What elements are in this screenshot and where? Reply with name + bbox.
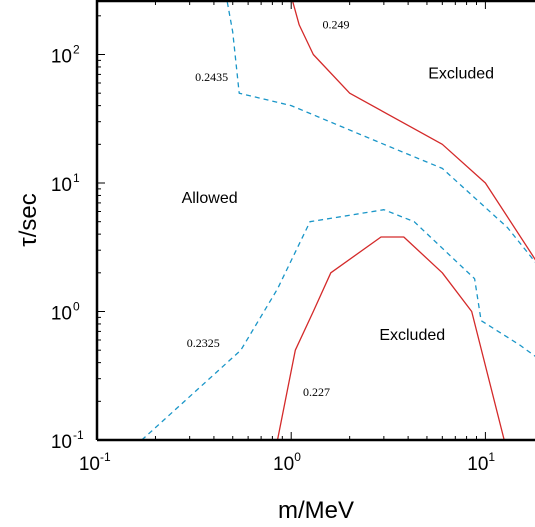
x-tick-label: 10 -1: [79, 450, 111, 475]
y-tick-label-base: 10: [51, 175, 72, 196]
y-tick-label: 10 -1: [51, 428, 84, 453]
y-tick-label-base: 10: [51, 432, 72, 453]
y-tick-label-exponent: 1: [73, 171, 80, 185]
y-tick-label: 10 2: [51, 43, 80, 68]
contour-value-label: 0.2325: [187, 336, 220, 350]
y-axis-title: τ/sec: [15, 193, 42, 247]
contour-line-0-249: [290, 0, 535, 273]
y-tick-label: 10 0: [51, 300, 80, 325]
y-tick-label: 10 1: [51, 171, 80, 196]
x-tick-label-base: 10: [273, 454, 294, 475]
region-label: Excluded: [428, 66, 494, 83]
x-tick-label-base: 10: [79, 454, 100, 475]
x-axis-title: m/MeV: [278, 497, 354, 524]
contour-value-label: 0.2435: [195, 70, 228, 84]
x-tick-label-exponent: -1: [100, 450, 111, 464]
x-tick-label-base: 10: [467, 454, 488, 475]
contour-value-label: 0.227: [303, 385, 330, 399]
y-tick-label-base: 10: [51, 47, 72, 68]
x-tick-label-exponent: 0: [294, 450, 301, 464]
y-tick-label-exponent: -1: [73, 428, 84, 442]
chart-labels: 10 -1 10 0 10 110 -110 010 110 20.2490.24350.2325…: [51, 17, 496, 475]
region-label: Allowed: [182, 190, 238, 207]
contour-line-0-2325: [142, 210, 535, 440]
contour-value-label: 0.249: [323, 17, 350, 31]
y-tick-label-exponent: 0: [73, 300, 80, 314]
x-tick-label: 10 0: [273, 450, 301, 475]
y-tick-label-base: 10: [51, 304, 72, 325]
x-tick-label-exponent: 1: [488, 450, 495, 464]
region-label: Excluded: [379, 327, 445, 344]
x-tick-label: 10 1: [467, 450, 495, 475]
contour-line-0-2435: [226, 0, 535, 273]
y-tick-label-exponent: 2: [73, 43, 80, 57]
